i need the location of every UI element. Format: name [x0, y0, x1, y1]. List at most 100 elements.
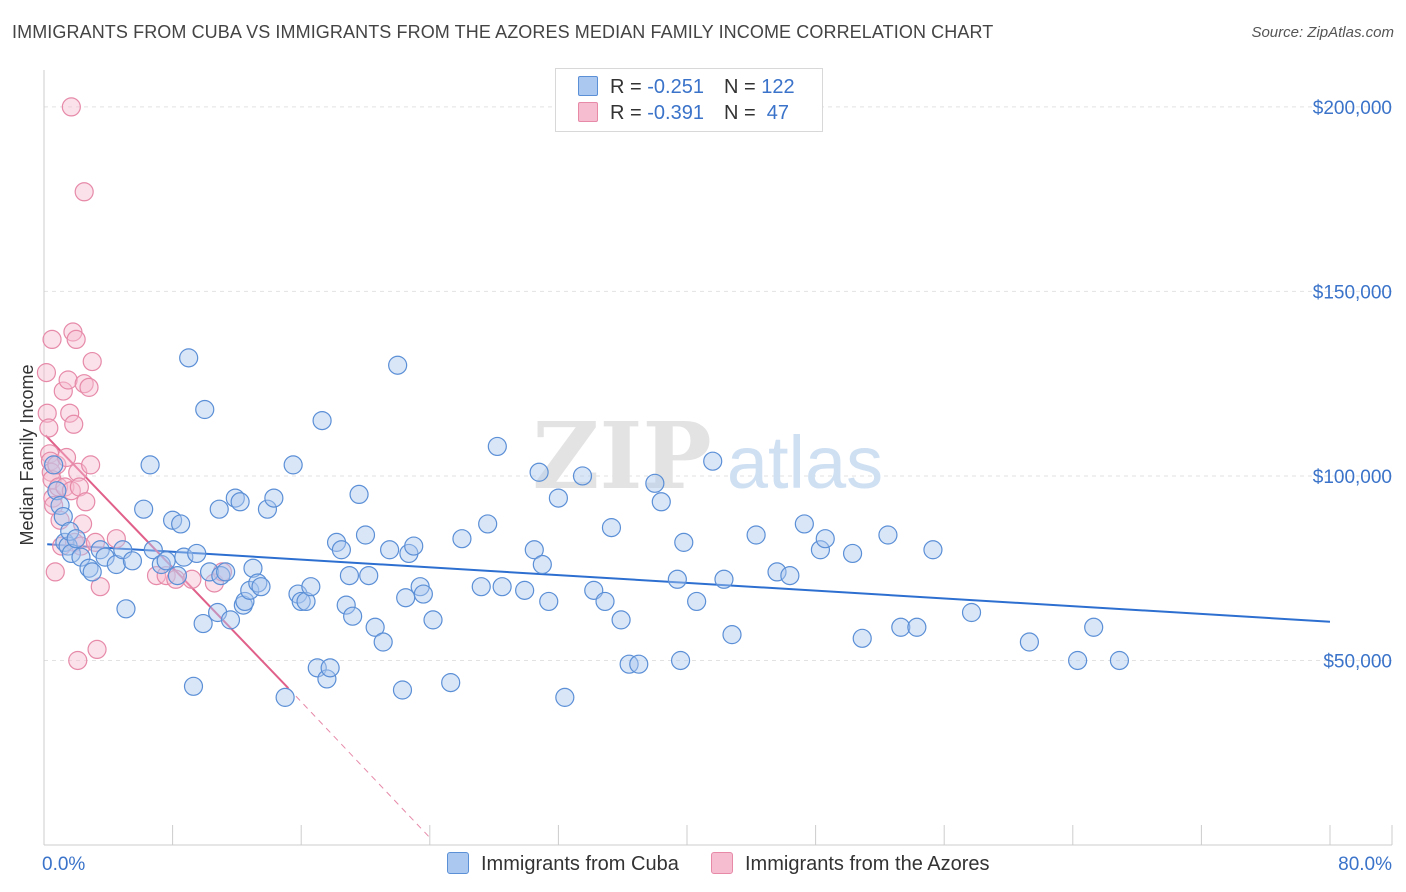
cuba-point	[413, 584, 433, 604]
cuba-point	[373, 632, 393, 652]
cuba-point	[651, 492, 671, 512]
cuba-point	[113, 540, 133, 560]
legend-r-label: R =	[610, 102, 642, 124]
cuba-point	[539, 591, 559, 612]
cuba-legend-label: Immigrants from Cuba	[481, 853, 679, 875]
cuba-point	[1019, 632, 1039, 652]
cuba-points	[44, 348, 1130, 707]
cuba-point	[174, 547, 194, 567]
azores-point	[42, 329, 62, 350]
cuba-point	[349, 484, 369, 505]
cuba-point	[195, 399, 215, 420]
azores-point	[68, 650, 88, 671]
azores-point	[74, 182, 94, 202]
cuba-point	[82, 562, 102, 582]
y-tick-label: $100,000	[1313, 467, 1392, 488]
source-note: Source: ZipAtlas.com	[1251, 24, 1394, 41]
cuba-point	[471, 577, 491, 597]
cuba-point	[645, 473, 665, 493]
cuba-n-value: 122	[761, 76, 795, 98]
watermark-zip: ZIP	[532, 402, 711, 510]
cuba-point	[492, 577, 512, 597]
azores-trend-line	[44, 434, 290, 689]
cuba-point	[220, 610, 241, 630]
y-tick-label: $50,000	[1323, 651, 1392, 672]
cuba-point	[291, 591, 311, 612]
cuba-point	[339, 565, 360, 586]
azores-point	[61, 97, 81, 117]
cuba-point	[404, 536, 424, 556]
cuba-point	[235, 591, 255, 612]
correlation-legend: R = -0.251 N = 122 R = -0.391 N = 47	[555, 68, 823, 132]
watermark: ZIP atlas	[532, 402, 883, 510]
cuba-point	[687, 591, 707, 612]
azores-point	[39, 418, 59, 438]
cuba-point	[243, 558, 263, 578]
cuba-point	[171, 514, 191, 534]
cuba-point	[312, 410, 332, 431]
cuba-swatch	[578, 76, 598, 96]
cuba-point	[767, 562, 787, 582]
cuba-point	[230, 492, 250, 512]
cuba-point	[187, 543, 207, 564]
cuba-point	[134, 499, 154, 519]
azores-point	[76, 492, 96, 512]
cuba-point	[601, 518, 622, 538]
azores-point	[53, 381, 73, 401]
azores-point	[146, 565, 167, 586]
cuba-point	[61, 543, 81, 564]
cuba-point	[365, 617, 385, 637]
cuba-point	[216, 562, 236, 582]
cuba-point	[722, 625, 742, 645]
cuba-point	[572, 466, 593, 486]
azores-point	[45, 562, 65, 582]
cuba-point	[703, 451, 723, 471]
cuba-point	[296, 591, 316, 612]
cuba-point	[183, 676, 204, 696]
cuba-point	[555, 687, 575, 707]
cuba-point	[810, 540, 831, 560]
cuba-point	[674, 532, 694, 552]
cuba-point	[548, 488, 569, 508]
cuba-point	[515, 580, 535, 600]
cuba-point	[320, 658, 340, 678]
cuba-point	[392, 680, 413, 700]
azores-swatch	[578, 102, 598, 122]
cuba-trend-line	[47, 543, 1331, 623]
azores-point	[90, 577, 110, 597]
azores-point	[60, 403, 80, 423]
azores-r-value: -0.391	[647, 102, 704, 124]
cuba-point	[264, 488, 284, 508]
azores-point	[37, 403, 57, 423]
azores-point	[36, 363, 57, 383]
y-tick-label: $200,000	[1313, 98, 1392, 119]
azores-point	[82, 351, 102, 372]
cuba-point	[248, 573, 268, 593]
cuba-point	[179, 348, 199, 368]
azores-point	[64, 414, 84, 434]
cuba-point	[283, 455, 303, 475]
cuba-legend-swatch	[447, 852, 469, 874]
cuba-point	[47, 481, 67, 501]
cuba-point	[388, 355, 408, 375]
cuba-point	[167, 565, 188, 586]
cuba-point	[619, 654, 639, 674]
azores-point	[87, 639, 107, 660]
cuba-point	[199, 562, 220, 582]
cuba-point	[301, 577, 321, 597]
cuba-point	[532, 554, 552, 575]
cuba-point	[251, 577, 271, 597]
azores-point	[106, 529, 126, 549]
cuba-point	[746, 525, 766, 545]
azores-legend-label: Immigrants from the Azores	[745, 853, 990, 875]
legend-r-label: R =	[610, 76, 642, 98]
cuba-point	[478, 514, 498, 534]
cuba-point	[452, 529, 472, 549]
cuba-point	[529, 462, 549, 482]
azores-point	[182, 569, 202, 589]
cuba-point	[891, 617, 911, 637]
axes	[43, 70, 1393, 846]
cuba-point	[95, 547, 115, 567]
y-axis-title: Median Family Income	[17, 364, 37, 545]
cuba-point	[50, 495, 70, 516]
